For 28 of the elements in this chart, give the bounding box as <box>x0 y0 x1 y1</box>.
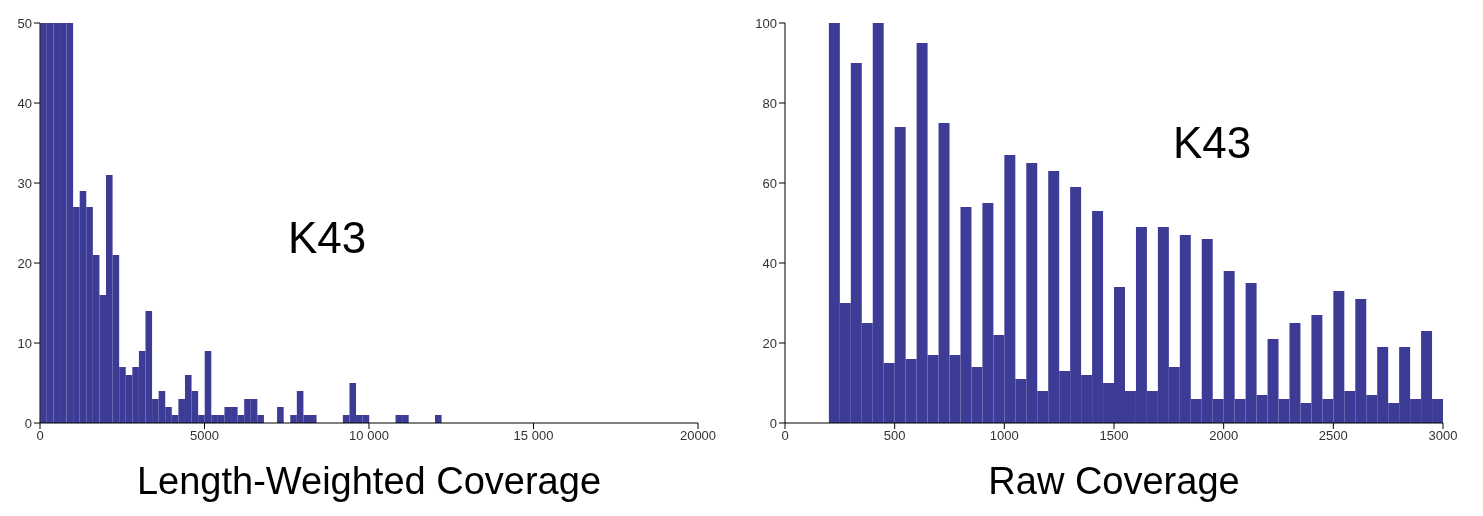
y-tick-label: 80 <box>762 95 777 111</box>
y-tick-label: 0 <box>769 415 777 431</box>
x-tick-label: 20000 <box>679 428 717 444</box>
y-tick-label: 30 <box>17 175 32 191</box>
x-axis-title: Length-Weighted Coverage <box>136 460 602 502</box>
x-tick-label: 0 <box>36 428 44 444</box>
y-tick-label: 50 <box>17 15 32 31</box>
y-tick-label: 0 <box>24 415 32 431</box>
x-tick-label: 5000 <box>190 428 219 444</box>
x-tick-label: 1500 <box>1099 428 1129 444</box>
x-axis-title: Raw Coverage <box>988 460 1240 502</box>
y-tick-label: 20 <box>762 335 777 351</box>
x-tick-label: 10 000 <box>349 428 389 444</box>
y-tick-label: 60 <box>762 175 777 191</box>
x-tick-label: 3000 <box>1428 428 1458 444</box>
y-tick-label: 40 <box>17 95 32 111</box>
x-tick-label: 15 000 <box>513 428 554 444</box>
annotation: K43 <box>1173 118 1252 168</box>
y-tick-label: 10 <box>17 335 32 351</box>
annotation: K43 <box>288 213 367 263</box>
x-tick-label: 0 <box>781 428 789 444</box>
y-tick-label: 40 <box>762 255 777 271</box>
x-tick-label: 1000 <box>989 428 1019 444</box>
y-tick-label: 100 <box>755 15 777 31</box>
x-tick-label: 500 <box>883 428 906 444</box>
x-tick-label: 2000 <box>1209 428 1239 444</box>
y-tick-label: 20 <box>17 255 32 271</box>
x-tick-label: 2500 <box>1318 428 1348 444</box>
